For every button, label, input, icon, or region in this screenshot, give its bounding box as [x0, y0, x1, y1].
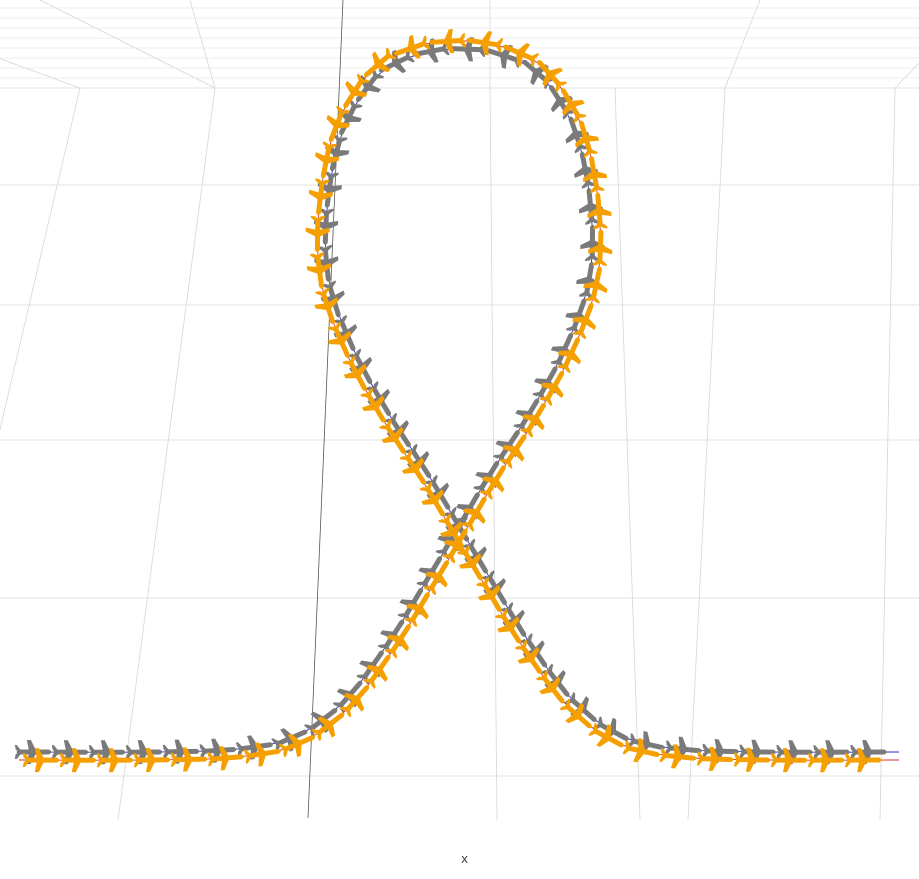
aircraft-marker-trajectory-inner-42: [342, 355, 367, 391]
aircraft-marker-trajectory-inner-28: [537, 60, 568, 93]
grid-line-v-4: [724, 0, 761, 89]
aircraft-marker-trajectory-inner-61: [844, 748, 882, 773]
aircraft-marker-trajectory-inner-12: [404, 592, 430, 628]
aircraft-marker-trajectory-inner-34: [343, 73, 370, 109]
aircraft-marker-trajectory-inner-24: [587, 192, 612, 230]
aircraft-marker-trajectory-inner-2: [96, 748, 134, 773]
aircraft-marker-trajectory-inner-59: [770, 748, 808, 773]
aircraft-marker-trajectory-inner-1: [59, 748, 97, 773]
aircraft-marker-trajectory-inner-60: [807, 748, 845, 773]
aircraft-marker-trajectory-inner-35: [326, 105, 351, 143]
aircraft-marker-trajectory-inner-16: [479, 465, 506, 501]
aircraft-marker-trajectory-inner-57: [696, 746, 734, 771]
grid-line-v-1: [39, 0, 216, 89]
aircraft-marker-trajectory-inner-6: [243, 742, 281, 767]
series-line-trajectory-inner: [19, 40, 899, 761]
aircraft-marker-trajectory-inner-5: [207, 746, 245, 771]
aircraft-marker-trajectory-inner-29: [502, 42, 540, 67]
aircraft-marker-trajectory-inner-51: [514, 639, 542, 674]
aircraft-marker-trajectory-inner-17: [499, 434, 527, 469]
aircraft-marker-trajectory-inner-41: [327, 321, 352, 359]
aircraft-marker-trajectory-inner-19: [539, 370, 565, 407]
aircraft-marker-trajectory-inner-3: [133, 748, 171, 773]
aircraft-marker-trajectory-inner-18: [520, 402, 546, 438]
grid-line-v-9: [687, 87, 726, 821]
aircraft-marker-trajectory-inner-48: [457, 545, 483, 581]
aircraft-marker-trajectory-inner-20: [557, 337, 582, 374]
aircraft-marker-trajectory-inner-21: [572, 302, 596, 340]
series-trajectory-outer: [14, 37, 899, 765]
grid-line-v-6: [0, 87, 81, 432]
grid: [0, 0, 919, 821]
x-axis-label: x: [461, 852, 469, 866]
aircraft-marker-trajectory-inner-23: [588, 229, 613, 267]
aircraft-marker-trajectory-inner-22: [583, 266, 608, 304]
aircraft-marker-trajectory-inner-8: [310, 712, 345, 742]
aircraft-marker-trajectory-inner-54: [588, 722, 624, 748]
aircraft-marker-trajectory-inner-27: [561, 88, 587, 124]
aircraft-marker-trajectory-inner-37: [308, 178, 334, 216]
aircraft-marker-trajectory-inner-4: [170, 747, 208, 772]
aircraft-marker-trajectory-inner-7: [278, 733, 316, 758]
aircraft-marker-trajectory-inner-53: [559, 698, 592, 729]
aircraft-marker-trajectory-inner-46: [419, 481, 445, 517]
aircraft-marker-trajectory-inner-56: [659, 744, 697, 769]
aircraft-marker-trajectory-inner-36: [315, 141, 340, 179]
aircraft-marker-trajectory-inner-13: [423, 560, 449, 596]
grid-line-v-2: [189, 0, 216, 89]
aircraft-marker-trajectory-inner-52: [535, 670, 565, 704]
aircraft-marker-trajectory-inner-50: [494, 608, 522, 644]
grid-line-v-10: [879, 87, 896, 821]
aircraft-marker-trajectory-inner-49: [476, 576, 502, 613]
aircraft-marker-trajectory-inner-45: [399, 450, 427, 485]
aircraft-marker-trajectory-inner-25: [582, 156, 608, 194]
aircraft-marker-trajectory-outer-31: [412, 38, 450, 63]
aircraft-marker-trajectory-inner-38: [305, 215, 330, 253]
aircraft-marker-trajectory-inner-55: [622, 738, 660, 763]
aircraft-marker-trajectory-inner-10: [363, 654, 391, 689]
aircraft-marker-trajectory-inner-26: [574, 120, 600, 158]
grid-line-v-7: [117, 87, 216, 821]
aircraft-marker-trajectory-outer-21: [565, 298, 590, 335]
aircraft-marker-trajectory-inner-32: [393, 34, 431, 59]
series-layer: [14, 28, 899, 773]
series-line-trajectory-outer: [19, 48, 899, 753]
aircraft-marker-trajectory-inner-0: [22, 748, 60, 773]
aircraft-marker-trajectory-inner-31: [429, 28, 466, 54]
aircraft-marker-trajectory-inner-39: [306, 251, 332, 289]
aircraft-marker-trajectory-inner-47: [438, 513, 464, 549]
grid-line-v-0: [0, 58, 81, 89]
series-trajectory-inner: [19, 28, 899, 773]
grid-line-v-8: [489, 87, 498, 821]
aircraft-marker-trajectory-inner-40: [314, 287, 339, 325]
grid-line-v-11: [614, 87, 641, 821]
grid-line-v-5: [894, 62, 919, 89]
aircraft-marker-trajectory-inner-9: [339, 685, 370, 718]
aircraft-marker-trajectory-inner-33: [363, 47, 397, 78]
aircraft-marker-trajectory-inner-30: [466, 31, 504, 56]
aircraft-marker-trajectory-inner-44: [379, 419, 406, 454]
aircraft-marker-trajectory-inner-11: [384, 623, 411, 659]
aircraft-marker-trajectory-inner-15: [461, 496, 487, 532]
aircraft-marker-trajectory-inner-43: [360, 387, 386, 423]
aircraft-marker-trajectory-inner-58: [733, 747, 771, 772]
aircraft-marker-trajectory-outer-54: [627, 731, 665, 756]
